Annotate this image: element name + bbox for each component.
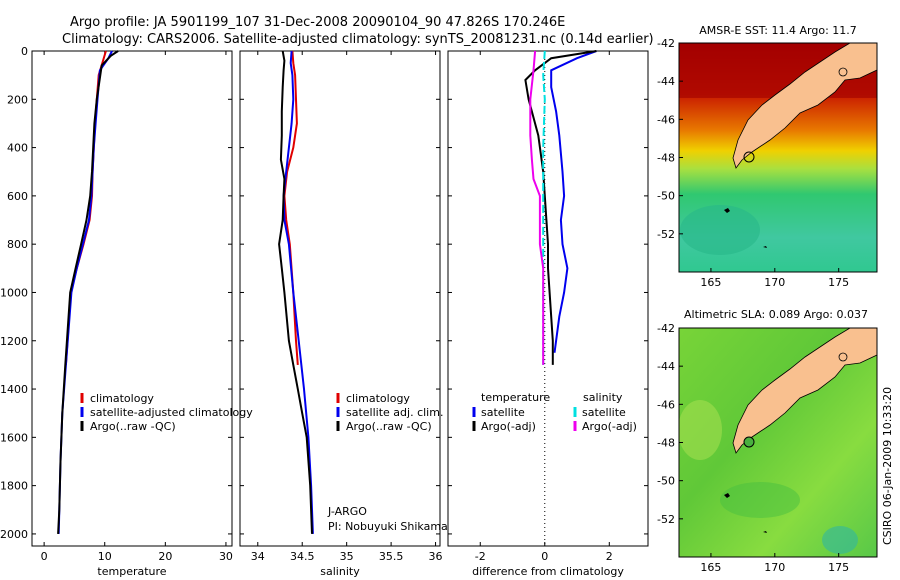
x-tick-label: 0 — [541, 550, 548, 563]
argo-position-sla — [743, 436, 755, 448]
y-tick-label: 0 — [21, 45, 28, 58]
map-y-tick-label: -48 — [657, 437, 675, 450]
map-y-tick-label: -50 — [657, 190, 675, 203]
map-x-tick-label: 170 — [764, 561, 785, 574]
map-y-tick-label: -44 — [657, 360, 675, 373]
series-line — [524, 50, 597, 365]
new-zealand-landmass — [732, 43, 877, 169]
x-tick-label: 30 — [219, 550, 233, 563]
sla-blob-2 — [822, 526, 858, 554]
sla-map-axes: 165 170 175 -42 -44 -46 -48 -50 -52 — [657, 322, 849, 574]
map-y-tick-label: -44 — [657, 75, 675, 88]
temperature-panel: 0 10 20 30 temperature 0 200 400 600 800 1000 1200 1… — [0, 45, 253, 578]
sla-map-panel: Altimetric SLA: 0.089 Argo: 0.037 165 170… — [657, 308, 878, 574]
sla-coastline-island — [724, 493, 767, 533]
map-y-tick-label: -50 — [657, 475, 675, 488]
legend-label: satellite-adjusted climatology — [90, 406, 253, 419]
sst-cool-patch — [680, 205, 760, 255]
series-line — [529, 50, 545, 365]
x-tick-label: 36 — [429, 550, 443, 563]
map-y-tick-label: -42 — [657, 37, 675, 50]
sst-map-panel: AMSR-E SST: 11.4 Argo: 11.7 165 170 175 -42… — [657, 24, 878, 289]
map-x-tick-label: 170 — [764, 276, 785, 289]
x-tick-label: 10 — [98, 550, 112, 563]
x-tick-label: 34 — [251, 550, 265, 563]
legend-label: climatology — [346, 392, 410, 405]
legend-label: Argo(..raw -QC) — [90, 420, 176, 433]
x-tick-label: 2 — [606, 550, 613, 563]
map-y-tick-label: -52 — [657, 513, 675, 526]
x-tick-label: 20 — [158, 550, 172, 563]
y-tick-label: 600 — [7, 190, 28, 203]
timestamp-label: CSIRO 06-Jan-2009 10:33:20 — [881, 387, 894, 545]
map-x-tick-label: 165 — [700, 276, 721, 289]
legend-label: satellite — [481, 406, 525, 419]
map-x-tick-label: 175 — [828, 561, 849, 574]
y-tick-label: 800 — [7, 238, 28, 251]
island-marker — [838, 67, 848, 77]
x-tick-label: -2 — [475, 550, 486, 563]
series-line — [64, 50, 107, 365]
x-tick-label: 35.5 — [379, 550, 404, 563]
salinity-panel: 34 34.5 35 35.5 36 salinity climatologysatelli… — [239, 50, 443, 578]
new-zealand-landmass — [732, 328, 877, 454]
island-marker — [838, 352, 848, 362]
x-tick-label: 34.5 — [290, 550, 315, 563]
x-tick-label: 35 — [340, 550, 354, 563]
argo-position-sst — [743, 151, 755, 163]
series-line — [550, 50, 597, 353]
y-tick-label: 400 — [7, 142, 28, 155]
credit-project: J-ARGO — [327, 505, 367, 518]
map-y-tick-label: -48 — [657, 152, 675, 165]
sst-map-axes: 165 170 175 -42 -44 -46 -48 -50 -52 — [657, 37, 849, 289]
plot-frame — [31, 50, 233, 547]
difference-panel: -2 0 2 difference from climatology temperatu… — [447, 50, 649, 578]
y-tick-label: 1200 — [0, 335, 28, 348]
series-line — [278, 50, 313, 534]
y-tick-label: 1600 — [0, 431, 28, 444]
series-line — [57, 50, 113, 534]
plot-frame — [447, 50, 649, 547]
sst-map-title: AMSR-E SST: 11.4 Argo: 11.7 — [699, 24, 857, 37]
legend-label: climatology — [90, 392, 154, 405]
y-tick-label: 200 — [7, 93, 28, 106]
map-y-tick-label: -46 — [657, 398, 675, 411]
legend-label: satellite — [582, 406, 626, 419]
sla-map-title: Altimetric SLA: 0.089 Argo: 0.037 — [684, 308, 868, 321]
legend-label: satellite adj. clim. — [346, 406, 443, 419]
series-line — [57, 50, 119, 534]
x-tick-label: 0 — [41, 550, 48, 563]
figure-title-line1: Argo profile: JA 5901199_107 31-Dec-2008… — [70, 15, 565, 30]
figure-title-line2: Climatology: CARS2006. Satellite-adjuste… — [62, 32, 654, 47]
legend-heading: temperature — [481, 391, 550, 404]
credit-pi: PI: Nobuyuki Shikama — [328, 520, 448, 533]
y-tick-label: 1400 — [0, 383, 28, 396]
x-axis-label: difference from climatology — [472, 565, 624, 578]
y-tick-label: 1800 — [0, 480, 28, 493]
y-tick-label: 1000 — [0, 286, 28, 299]
map-y-tick-label: -52 — [657, 228, 675, 241]
map-x-tick-label: 175 — [828, 276, 849, 289]
sla-blob-3 — [720, 482, 800, 518]
map-y-tick-label: -46 — [657, 113, 675, 126]
x-axis-label: salinity — [320, 565, 360, 578]
legend-label: Argo(-adj) — [481, 420, 536, 433]
sst-coastline-island — [724, 208, 767, 248]
plot-frame — [239, 50, 441, 547]
map-x-tick-label: 165 — [700, 561, 721, 574]
legend-label: Argo(..raw -QC) — [346, 420, 432, 433]
sla-blob-1 — [679, 400, 722, 460]
map-y-tick-label: -42 — [657, 322, 675, 335]
legend-label: Argo(-adj) — [582, 420, 637, 433]
y-tick-label: 2000 — [0, 528, 28, 541]
x-axis-label: temperature — [97, 565, 166, 578]
legend-heading: salinity — [583, 391, 623, 404]
